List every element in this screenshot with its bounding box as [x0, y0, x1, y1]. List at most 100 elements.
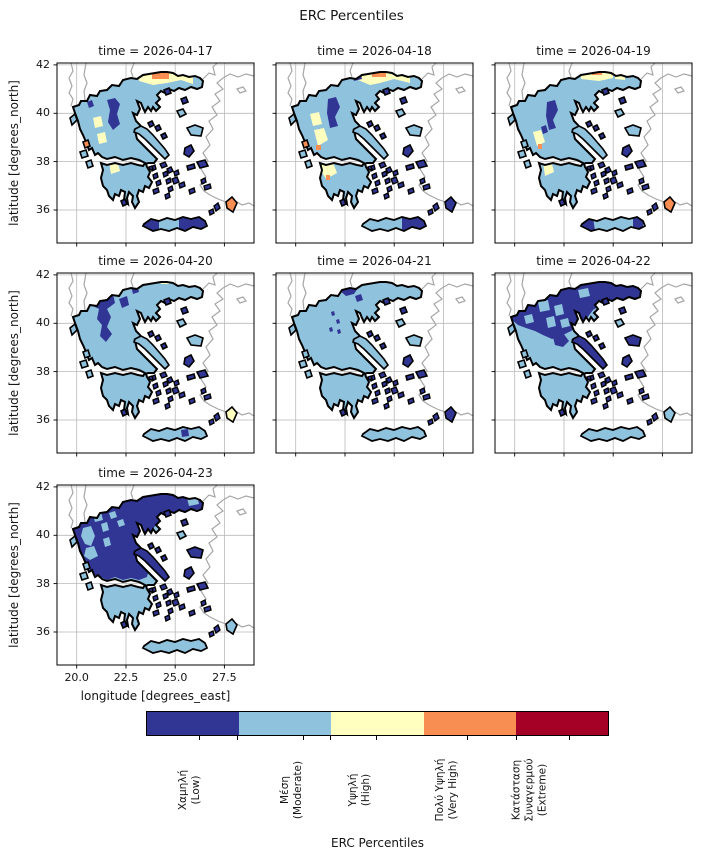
x-axis-label: longitude [degrees_east]: [80, 689, 231, 703]
island-lesbos: [404, 334, 423, 347]
axis-ticks: [272, 64, 444, 247]
map-canvas: [491, 272, 693, 457]
colorbar-label-line: (Very High): [447, 760, 459, 820]
island-samos: [414, 369, 429, 379]
map-canvas: [53, 62, 255, 247]
axis-ticks: [53, 64, 225, 247]
island-rhodes: [225, 617, 238, 636]
colorbar-tick: [516, 736, 517, 740]
colorbar-segment-extreme: [515, 712, 609, 735]
island-chios: [402, 353, 414, 369]
island-kefalonia: [297, 148, 309, 160]
island-rhodes: [444, 405, 457, 424]
greece-mainland-outline: [290, 71, 424, 210]
island-rhodes: [663, 195, 676, 214]
erc-patches: [511, 282, 641, 347]
island-sporades1: [584, 119, 594, 129]
islands: [507, 86, 676, 214]
island-sporades1: [365, 119, 375, 129]
subplot-title: time = 2026-04-20: [98, 254, 213, 268]
subplot-title: time = 2026-04-21: [317, 254, 432, 268]
island-skyros: [378, 131, 388, 141]
axes-spine: [275, 272, 474, 454]
island-samothrace: [179, 305, 190, 316]
island-kefalonia: [78, 148, 90, 160]
island-lesbos: [185, 124, 204, 137]
island-lefkada: [301, 138, 310, 150]
island-ikaria: [405, 373, 415, 381]
colorbar-label-line: (Low): [190, 775, 202, 805]
island-limnos: [394, 108, 407, 119]
island-lefkada: [520, 138, 529, 150]
island-ikaria: [186, 163, 196, 171]
island-samothrace: [179, 517, 190, 528]
island-thasos: [600, 296, 611, 307]
colorbar-label-line: (High): [360, 773, 372, 807]
island-corfu: [288, 322, 297, 337]
island-corfu: [69, 112, 78, 127]
island-thasos: [381, 296, 392, 307]
colorbar-label-line: Κατάσταση: [510, 759, 523, 821]
colorbar-label-line: (Moderate): [292, 760, 304, 820]
island-rhodes: [225, 195, 238, 214]
island-limnos: [175, 108, 188, 119]
greece-mainland-outline: [290, 281, 424, 420]
subplot-2026-04-22: [491, 272, 693, 457]
axis-ticks: [491, 274, 663, 457]
island-kythira: [338, 197, 348, 208]
y-tick-label: 36: [36, 413, 50, 426]
colorbar-label-line: Μέση: [279, 775, 291, 805]
island-samos: [414, 159, 429, 169]
grid-lines: [495, 273, 692, 453]
island-chios: [402, 143, 414, 159]
island-sporades1: [146, 329, 156, 339]
island-ikaria: [624, 373, 634, 381]
island-sporades1: [146, 541, 156, 551]
axes-spine: [494, 272, 693, 454]
y-tick-label: 40: [36, 316, 50, 330]
island-limnos: [394, 318, 407, 329]
small-islets: [367, 371, 440, 427]
colorbar-segment-low: [147, 712, 240, 735]
island-thasos: [381, 86, 392, 97]
y-tick-label: 42: [36, 479, 50, 493]
island-sporades1: [365, 329, 375, 339]
small-islets: [367, 161, 440, 217]
island-sporades2: [153, 545, 163, 555]
axis-ticks: [491, 64, 663, 247]
colorbar-label-high: Υψηλή (High): [347, 774, 373, 807]
colorbar-tick: [199, 736, 200, 740]
island-chios: [183, 143, 195, 159]
island-kythira: [119, 197, 129, 208]
island-kefalonia: [516, 148, 528, 160]
island-skyros: [159, 553, 169, 563]
island-kythira: [557, 197, 567, 208]
y-axis-label: latitude [degrees_north]: [7, 290, 21, 436]
subplot-title: time = 2026-04-17: [98, 44, 213, 58]
island-corfu: [69, 322, 78, 337]
islands: [69, 86, 238, 214]
y-axis-label: latitude [degrees_north]: [7, 80, 21, 226]
island-crete-outline: [141, 426, 209, 442]
colorbar-label-line: Συναγερμού: [523, 758, 536, 822]
island-euboea: [571, 335, 609, 371]
subplot-2026-04-23: [53, 484, 255, 669]
island-samos: [195, 159, 210, 169]
island-sporades2: [153, 123, 163, 133]
island-thasos: [162, 296, 173, 307]
island-corfu: [507, 112, 516, 127]
x-tick-label: 25.0: [162, 671, 188, 684]
island-lefkada: [520, 348, 529, 360]
y-tick-label: 40: [36, 106, 50, 120]
island-zakynthos: [523, 158, 532, 170]
colorbar-segment-high: [331, 712, 424, 735]
island-kythira: [119, 619, 129, 630]
island-euboea: [133, 125, 171, 161]
island-crete-outline: [579, 426, 647, 442]
subplot-title: time = 2026-04-22: [536, 254, 651, 268]
island-ikaria: [624, 163, 634, 171]
greece-mainland-outline: [71, 71, 205, 210]
island-skyros: [159, 341, 169, 351]
island-kefalonia: [516, 358, 528, 370]
colorbar-label-veryhigh: Πολύ Υψηλή (Very High): [434, 759, 460, 822]
